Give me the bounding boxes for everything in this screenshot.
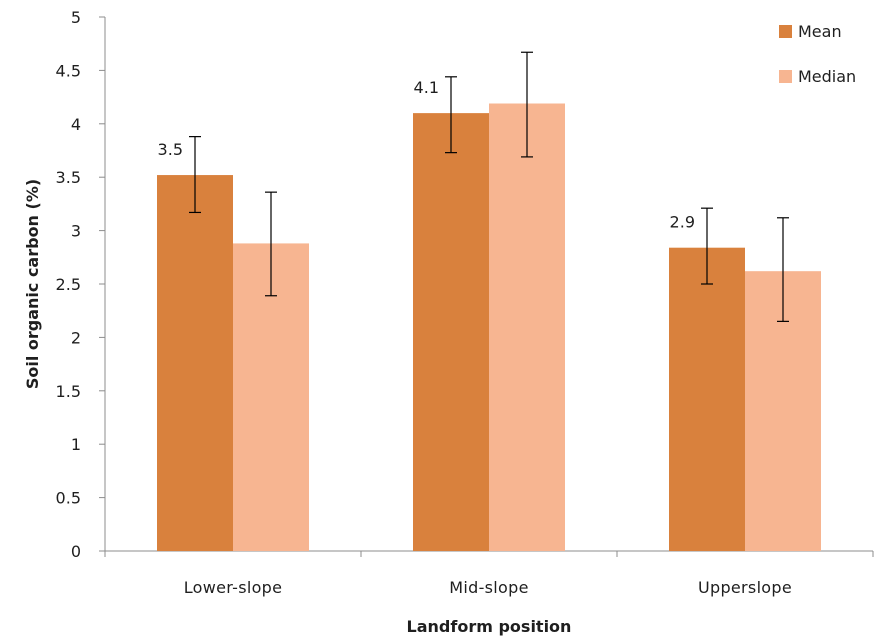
bar-mean [669,247,745,552]
x-axis-title: Landform position [407,617,572,636]
y-tick-label: 3 [71,222,81,241]
error-bar [777,217,789,322]
legend-swatch-mean [779,25,792,38]
y-tick-label: 4 [71,115,81,134]
error-bars [189,51,789,322]
data-label: 2.9 [670,213,695,232]
bar-median [489,103,565,552]
x-category-label: Lower-slope [184,578,283,597]
y-tick-label: 2 [71,328,81,347]
bar-mean [413,113,489,552]
x-axis-ticks: Lower-slope Mid-slope Upperslope [104,551,874,597]
y-tick-label: 1 [71,435,81,454]
legend-label-median: Median [798,67,856,86]
bars [157,103,821,552]
y-tick-label: 1.5 [56,382,81,401]
y-tick-label: 0.5 [56,489,81,508]
legend-label-mean: Mean [798,22,842,41]
bar-mean [157,175,233,551]
data-labels: 3.5 4.1 2.9 [158,78,695,232]
error-bar [445,76,457,154]
y-axis-ticks: 0 0.5 1 1.5 2 2.5 3 3.5 4 4.5 5 [56,8,105,561]
y-tick-label: 5 [71,8,81,27]
error-bar [265,191,277,297]
legend-swatch-median [779,70,792,83]
error-bar [521,51,533,158]
legend: Mean Median [779,22,856,86]
y-axis-title: Soil organic carbon (%) [23,179,42,389]
data-label: 3.5 [158,140,183,159]
y-tick-label: 2.5 [56,275,81,294]
y-tick-label: 4.5 [56,61,81,80]
x-category-label: Mid-slope [449,578,528,597]
x-category-label: Upperslope [698,578,792,597]
error-bar [701,207,713,285]
y-tick-label: 0 [71,542,81,561]
y-tick-label: 3.5 [56,168,81,187]
data-label: 4.1 [414,78,439,97]
error-bar [189,136,201,214]
